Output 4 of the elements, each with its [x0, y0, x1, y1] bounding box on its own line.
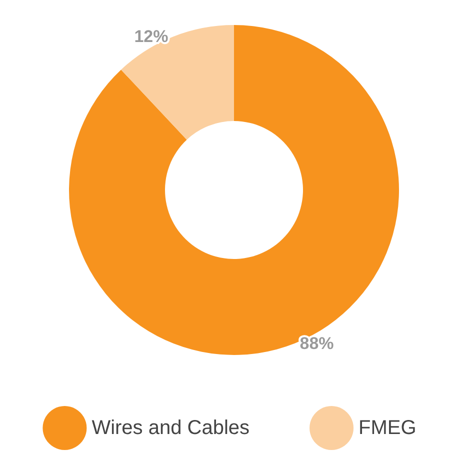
legend-label: Wires and Cables	[92, 417, 250, 439]
legend-label: FMEG	[358, 417, 416, 439]
data-label: 88%	[300, 334, 334, 353]
data-label: 12%	[134, 27, 168, 46]
